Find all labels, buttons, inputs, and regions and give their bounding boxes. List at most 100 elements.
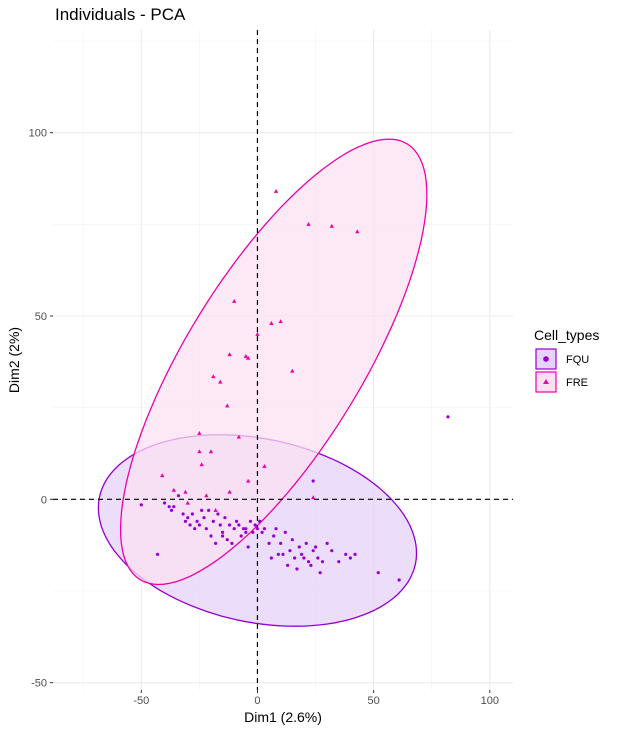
point-fqu	[318, 571, 322, 575]
point-fre	[273, 189, 279, 193]
point-fre	[197, 431, 202, 435]
point-fqu	[272, 534, 276, 538]
point-fqu	[299, 552, 304, 556]
point-fre	[159, 473, 165, 478]
point-fqu	[309, 563, 313, 567]
point-fqu	[286, 563, 290, 567]
point-fqu	[204, 527, 208, 531]
point-fqu	[306, 560, 311, 564]
y-tick-label: -50	[31, 678, 47, 690]
point-fqu	[207, 508, 211, 512]
point-fre	[290, 368, 295, 373]
point-fqu	[176, 494, 181, 498]
point-fqu	[209, 534, 213, 538]
point-fre	[183, 489, 188, 494]
legend-title: Cell_types	[534, 327, 599, 343]
point-fqu	[290, 538, 294, 542]
legend-label-fre: FRE	[566, 377, 588, 389]
point-fre	[199, 462, 204, 467]
point-fre	[269, 321, 274, 325]
x-tick-label: 100	[481, 695, 499, 707]
reference-lines	[53, 30, 513, 690]
point-fqu	[223, 516, 227, 520]
x-tick-label: 50	[367, 695, 379, 707]
point-fre	[218, 379, 223, 384]
point-fqu	[232, 527, 236, 531]
legend-marker-fre	[543, 379, 549, 384]
legend: Cell_types FQU FRE	[534, 327, 599, 393]
point-fqu	[188, 523, 192, 527]
point-fre	[236, 434, 242, 439]
point-fre	[211, 374, 216, 379]
point-fqu	[330, 549, 334, 553]
point-fre	[227, 489, 232, 494]
point-fqu	[218, 523, 222, 527]
point-fre	[245, 478, 251, 483]
point-fre	[197, 449, 202, 454]
point-fqu	[446, 415, 450, 419]
point-fre	[225, 403, 230, 408]
point-fqu	[162, 501, 167, 505]
point-fqu	[139, 503, 143, 507]
point-fqu	[281, 552, 285, 556]
point-fqu	[311, 549, 315, 553]
point-fqu	[337, 560, 341, 564]
point-fre	[208, 449, 214, 454]
data-points	[139, 189, 450, 582]
point-fqu	[220, 530, 225, 534]
point-fqu	[348, 556, 352, 560]
point-fre	[278, 319, 283, 324]
y-tick-label: 0	[41, 494, 47, 506]
point-fqu	[283, 530, 287, 534]
point-fqu	[214, 541, 218, 545]
point-fqu	[234, 519, 239, 523]
point-fre	[262, 464, 267, 468]
point-fqu	[293, 556, 297, 560]
point-fqu	[316, 556, 320, 560]
point-fre	[185, 500, 190, 505]
legend-label-fqu: FQU	[566, 354, 589, 366]
point-fqu	[276, 552, 280, 556]
point-fqu	[155, 552, 160, 556]
chart-title: Individuals - PCA	[55, 5, 186, 24]
x-axis-ticks: -50 0 50 100	[133, 690, 499, 707]
point-fqu	[288, 549, 292, 553]
point-fqu	[244, 527, 248, 531]
point-fqu	[202, 516, 206, 520]
point-fqu	[200, 508, 204, 512]
point-fre	[213, 508, 218, 512]
point-fqu	[169, 508, 174, 512]
point-fqu	[304, 541, 308, 545]
point-fqu	[313, 545, 318, 549]
point-fqu	[239, 534, 243, 538]
point-fqu	[246, 545, 250, 549]
point-fre	[171, 487, 177, 492]
confidence-ellipses	[97, 138, 428, 627]
point-fqu	[311, 479, 315, 483]
point-fre	[329, 223, 334, 228]
point-fqu	[230, 541, 234, 545]
point-fqu	[216, 512, 220, 516]
point-fqu	[320, 560, 325, 564]
point-fqu	[167, 505, 171, 509]
point-fre	[204, 493, 209, 498]
y-axis-ticks: -50 0 50 100	[29, 128, 53, 690]
point-fqu	[295, 567, 299, 571]
point-fre	[255, 332, 260, 336]
point-fqu	[353, 552, 357, 556]
point-fqu	[225, 538, 229, 542]
point-fqu	[255, 527, 260, 531]
x-tick-label: -50	[133, 695, 149, 707]
point-fre	[245, 355, 251, 360]
y-tick-label: 50	[35, 311, 47, 323]
point-fqu	[325, 541, 329, 545]
point-fqu	[227, 523, 232, 527]
ellipse-fre	[119, 138, 428, 586]
point-fre	[355, 229, 360, 234]
legend-marker-fqu	[543, 356, 549, 362]
point-fqu	[197, 523, 201, 527]
point-fqu	[258, 519, 262, 523]
point-fqu	[262, 527, 267, 531]
point-fqu	[195, 519, 199, 523]
